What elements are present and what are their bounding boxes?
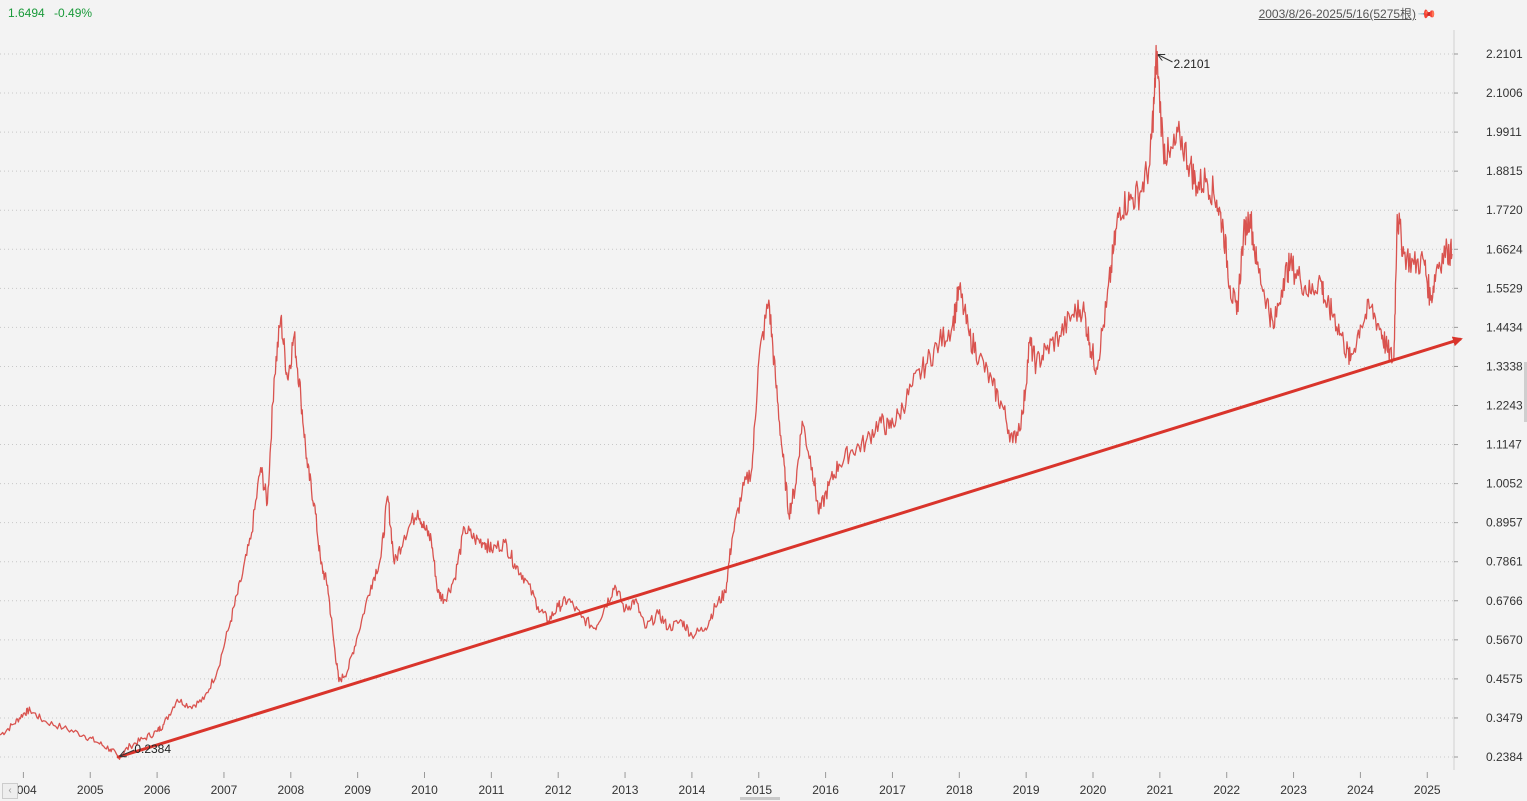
date-range-label[interactable]: 2003/8/26-2025/5/16(5275根) [1258,7,1417,21]
price-change: -0.49% [54,6,93,20]
x-tick-label: 2017 [879,783,906,797]
low-annotation: 0.2384 [134,742,171,756]
x-tick-label: 2020 [1080,783,1107,797]
x-tick-label: 2014 [679,783,706,797]
x-tick-label: 2005 [77,783,104,797]
y-tick-label: 0.7861 [1486,555,1523,569]
y-axis-ticks: 2.2101 2.1006 1.9911 1.8815 1.7720 1.6624 1.55… [1454,47,1523,764]
grid [0,53,1454,758]
y-tick-label: 1.5529 [1486,281,1523,295]
current-price: 1.6494 [8,6,45,20]
x-tick-label: 2023 [1280,783,1307,797]
y-tick-label: 1.3338 [1486,359,1523,373]
high-pointer-arrow [1159,55,1173,63]
x-tick-label: 2009 [344,783,371,797]
x-tick-label: 2012 [545,783,572,797]
vertical-scroll-thumb[interactable] [1524,362,1527,422]
y-tick-label: 1.9911 [1486,125,1522,139]
y-tick-label: 1.6624 [1486,242,1523,256]
x-tick-label: 2007 [211,783,238,797]
x-tick-label: 2022 [1213,783,1240,797]
y-tick-label: 1.0052 [1486,477,1523,491]
y-tick-label: 1.4434 [1486,320,1523,334]
x-axis-ticks: 2004 2005 2006 2007 2008 2009 2010 2011 2012 2013… [10,772,1441,797]
x-tick-label: 2016 [812,783,839,797]
low-pointer-arrow [120,749,135,756]
scroll-left-button[interactable]: ‹ [2,783,18,799]
x-tick-label: 2024 [1347,783,1374,797]
range-info: 2003/8/26-2025/5/16(5275根) 📌 [1258,3,1438,24]
x-tick-label: 2018 [946,783,973,797]
x-tick-label: 2006 [144,783,171,797]
pin-icon[interactable]: 📌 [1417,3,1438,24]
x-tick-label: 2011 [478,783,504,797]
y-tick-label: 2.1006 [1486,86,1523,100]
x-tick-label: 2025 [1414,783,1441,797]
y-tick-label: 1.8815 [1486,164,1523,178]
trend-arrow [116,336,1463,759]
price-readout: 1.6494 -0.49% [8,6,98,20]
x-tick-label: 2019 [1013,783,1040,797]
y-tick-label: 1.2243 [1486,398,1523,412]
y-tick-label: 2.2101 [1486,47,1523,61]
y-tick-label: 0.5670 [1486,633,1523,647]
y-tick-label: 1.1147 [1486,438,1522,452]
x-tick-label: 2010 [411,783,438,797]
y-tick-label: 0.4575 [1486,672,1523,686]
x-tick-label: 2008 [277,783,304,797]
high-annotation: 2.2101 [1174,57,1211,71]
x-tick-label: 2021 [1147,783,1174,797]
y-tick-label: 0.3479 [1486,711,1523,725]
y-tick-label: 0.6766 [1486,594,1523,608]
y-tick-label: 0.2384 [1486,750,1523,764]
y-tick-label: 0.8957 [1486,516,1523,530]
price-series-line [0,44,1453,760]
y-tick-label: 1.7720 [1486,203,1523,217]
x-tick-label: 2015 [745,783,772,797]
horizontal-scroll-thumb[interactable] [740,797,780,800]
x-tick-label: 2013 [612,783,639,797]
